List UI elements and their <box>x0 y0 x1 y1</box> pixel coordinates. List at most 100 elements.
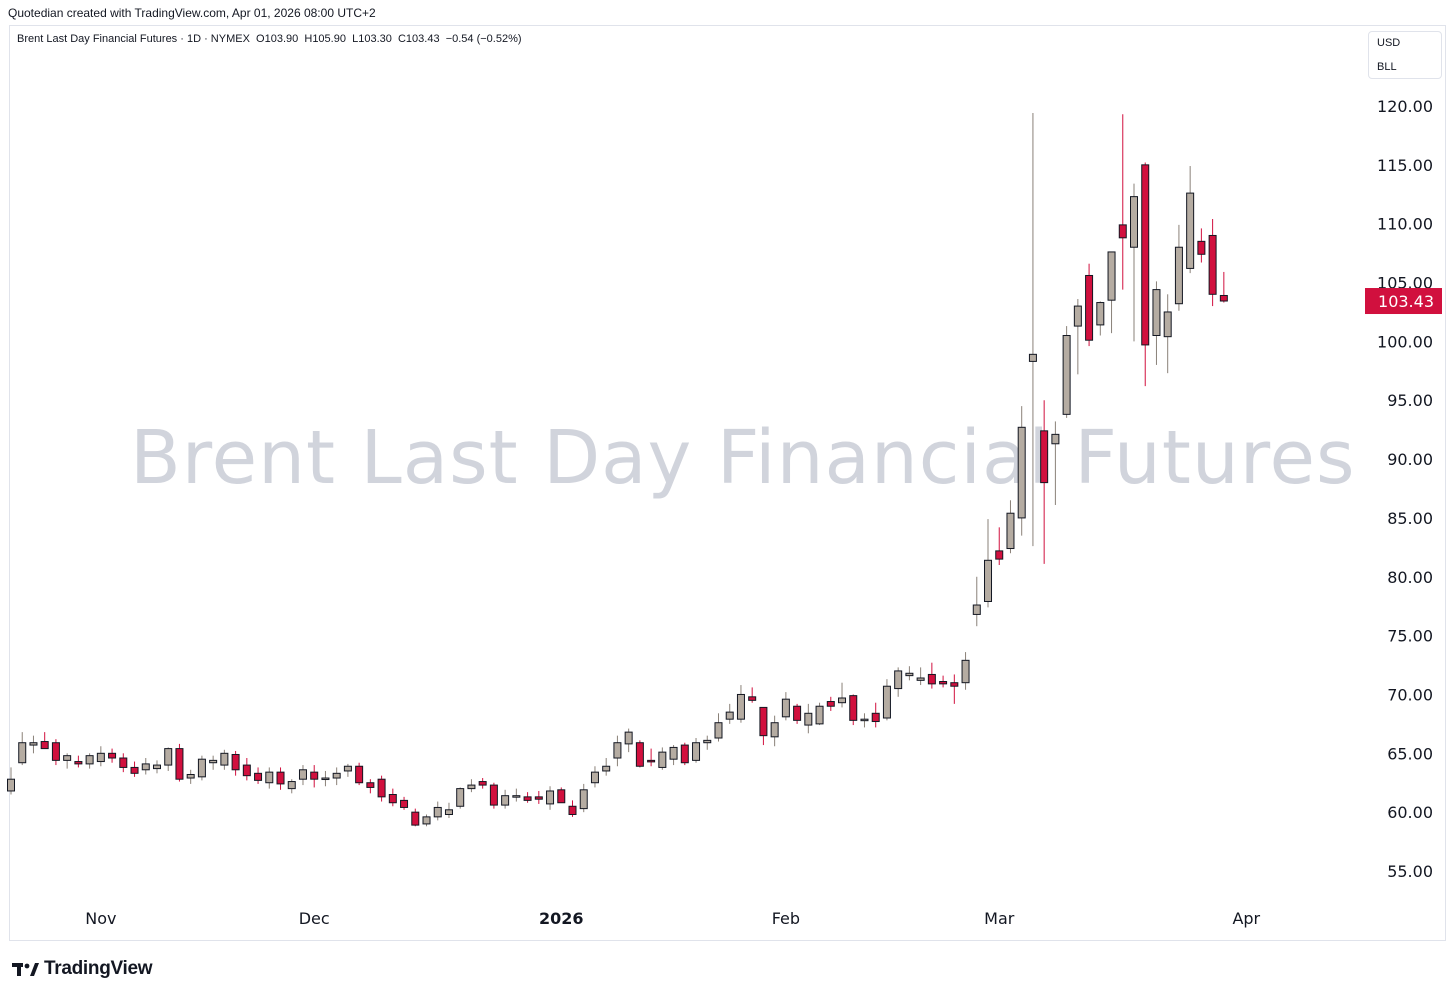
y-tick-label: 80.00 <box>1387 568 1433 587</box>
legend-symbol: Brent Last Day Financial Futures · 1D · … <box>17 33 250 45</box>
candle-body-up <box>501 795 510 806</box>
chart-frame <box>9 25 1446 941</box>
candle-body-down <box>254 772 263 781</box>
candle-body-up <box>512 795 521 798</box>
candle-body-down <box>1085 274 1094 341</box>
candle-body-up <box>467 784 476 790</box>
candle-body-down <box>478 781 487 786</box>
candle-body-down <box>647 759 656 763</box>
tradingview-logo[interactable]: TradingView <box>12 958 153 980</box>
candle-body-down <box>411 811 420 826</box>
candle-body-down <box>759 706 768 737</box>
currency-label[interactable]: USD <box>1377 37 1401 49</box>
candle-body-down <box>680 744 689 764</box>
candle-body-up <box>1107 251 1116 301</box>
candle-body-up <box>894 670 903 690</box>
candle-body-up <box>905 672 914 677</box>
candle-body-up <box>613 742 622 759</box>
candle-body-down <box>1208 234 1217 295</box>
price-scale-settings[interactable]: USD BLL <box>1368 31 1442 79</box>
legend-high: H105.90 <box>304 33 346 45</box>
candle-body-up <box>579 789 588 810</box>
legend-open: O103.90 <box>256 33 299 45</box>
candle-body-down <box>568 805 577 816</box>
candle-body-up <box>602 765 611 772</box>
candle-body-down <box>1118 224 1127 239</box>
candle-body-up <box>298 769 307 780</box>
y-tick-label: 100.00 <box>1377 332 1433 351</box>
candle-body-up <box>209 759 218 764</box>
candle-body-down <box>1040 430 1049 484</box>
candle-body-down <box>231 753 240 771</box>
candle-body-down <box>849 695 858 721</box>
candle-body-up <box>804 712 813 726</box>
candle-body-down <box>74 761 83 765</box>
candle-body-down <box>1197 240 1206 255</box>
y-tick-label: 95.00 <box>1387 391 1433 410</box>
candle-body-down <box>388 794 397 804</box>
candle-body-up <box>860 718 869 722</box>
y-tick-label: 110.00 <box>1377 215 1433 234</box>
last-price-label: 103.43 <box>1378 292 1434 311</box>
candle-body-up <box>18 742 27 764</box>
candle-body-up <box>692 742 701 761</box>
candle-body-up <box>1028 353 1037 362</box>
candle-body-up <box>1006 512 1015 550</box>
candle-body-up <box>29 742 38 746</box>
candle-body-down <box>523 796 532 801</box>
x-tick-label: Apr <box>1232 909 1260 928</box>
candle-body-down <box>826 701 835 707</box>
candle-body-up <box>152 764 161 770</box>
candle-body-up <box>624 731 633 745</box>
candle-body-down <box>377 778 386 798</box>
candle-body-down <box>400 799 409 808</box>
unit-label[interactable]: BLL <box>1377 61 1397 73</box>
candle-body-up <box>770 722 779 738</box>
candle-body-up <box>164 748 173 766</box>
legend-low: L103.30 <box>352 33 392 45</box>
y-tick-label: 120.00 <box>1377 97 1433 116</box>
y-tick-label: 85.00 <box>1387 509 1433 528</box>
candle-body-up <box>1051 433 1060 445</box>
candle-body-down <box>1219 294 1228 302</box>
y-tick-label: 75.00 <box>1387 627 1433 646</box>
y-tick-label: 65.00 <box>1387 744 1433 763</box>
candle-body-down <box>927 673 936 685</box>
candle-body-up <box>546 790 555 805</box>
legend-change: −0.54 (−0.52%) <box>445 33 522 45</box>
candle-body-up <box>1152 289 1161 337</box>
legend-close: C103.43 <box>397 33 440 45</box>
candle-body-up <box>96 752 105 763</box>
candle-body-down <box>871 712 880 723</box>
candle-body-up <box>7 778 15 792</box>
x-tick-label: Mar <box>984 909 1015 928</box>
candle-body-down <box>748 696 757 701</box>
candle-body-up <box>972 604 981 615</box>
y-tick-label: 105.00 <box>1377 274 1433 293</box>
y-tick-label: 55.00 <box>1387 862 1433 881</box>
x-tick-label: Nov <box>85 909 116 928</box>
candle-body-up <box>456 788 465 807</box>
candle-body-up <box>1073 305 1082 327</box>
attribution-text: Quotedian created with TradingView.com, … <box>8 6 376 20</box>
candle-body-up <box>781 698 790 718</box>
candle-body-up <box>984 559 993 602</box>
symbol-legend[interactable]: Brent Last Day Financial Futures · 1D · … <box>17 33 522 45</box>
candle-body-down <box>242 764 251 777</box>
candle-body-down <box>557 789 566 804</box>
x-tick-label: Feb <box>772 909 800 928</box>
candle-body-up <box>265 771 274 784</box>
candle-body-up <box>916 677 925 681</box>
candle-body-up <box>1130 196 1138 248</box>
candle-body-up <box>590 771 599 784</box>
candle-body-down <box>175 748 184 780</box>
candle-body-up <box>1062 335 1071 415</box>
candle-body-up <box>197 758 206 778</box>
candle-body-down <box>939 681 948 685</box>
last-price-badge <box>1365 288 1442 315</box>
candle-body-up <box>725 711 734 720</box>
y-tick-label: 60.00 <box>1387 803 1433 822</box>
candle-body-up <box>1163 311 1172 338</box>
candle-body-down <box>130 766 139 774</box>
